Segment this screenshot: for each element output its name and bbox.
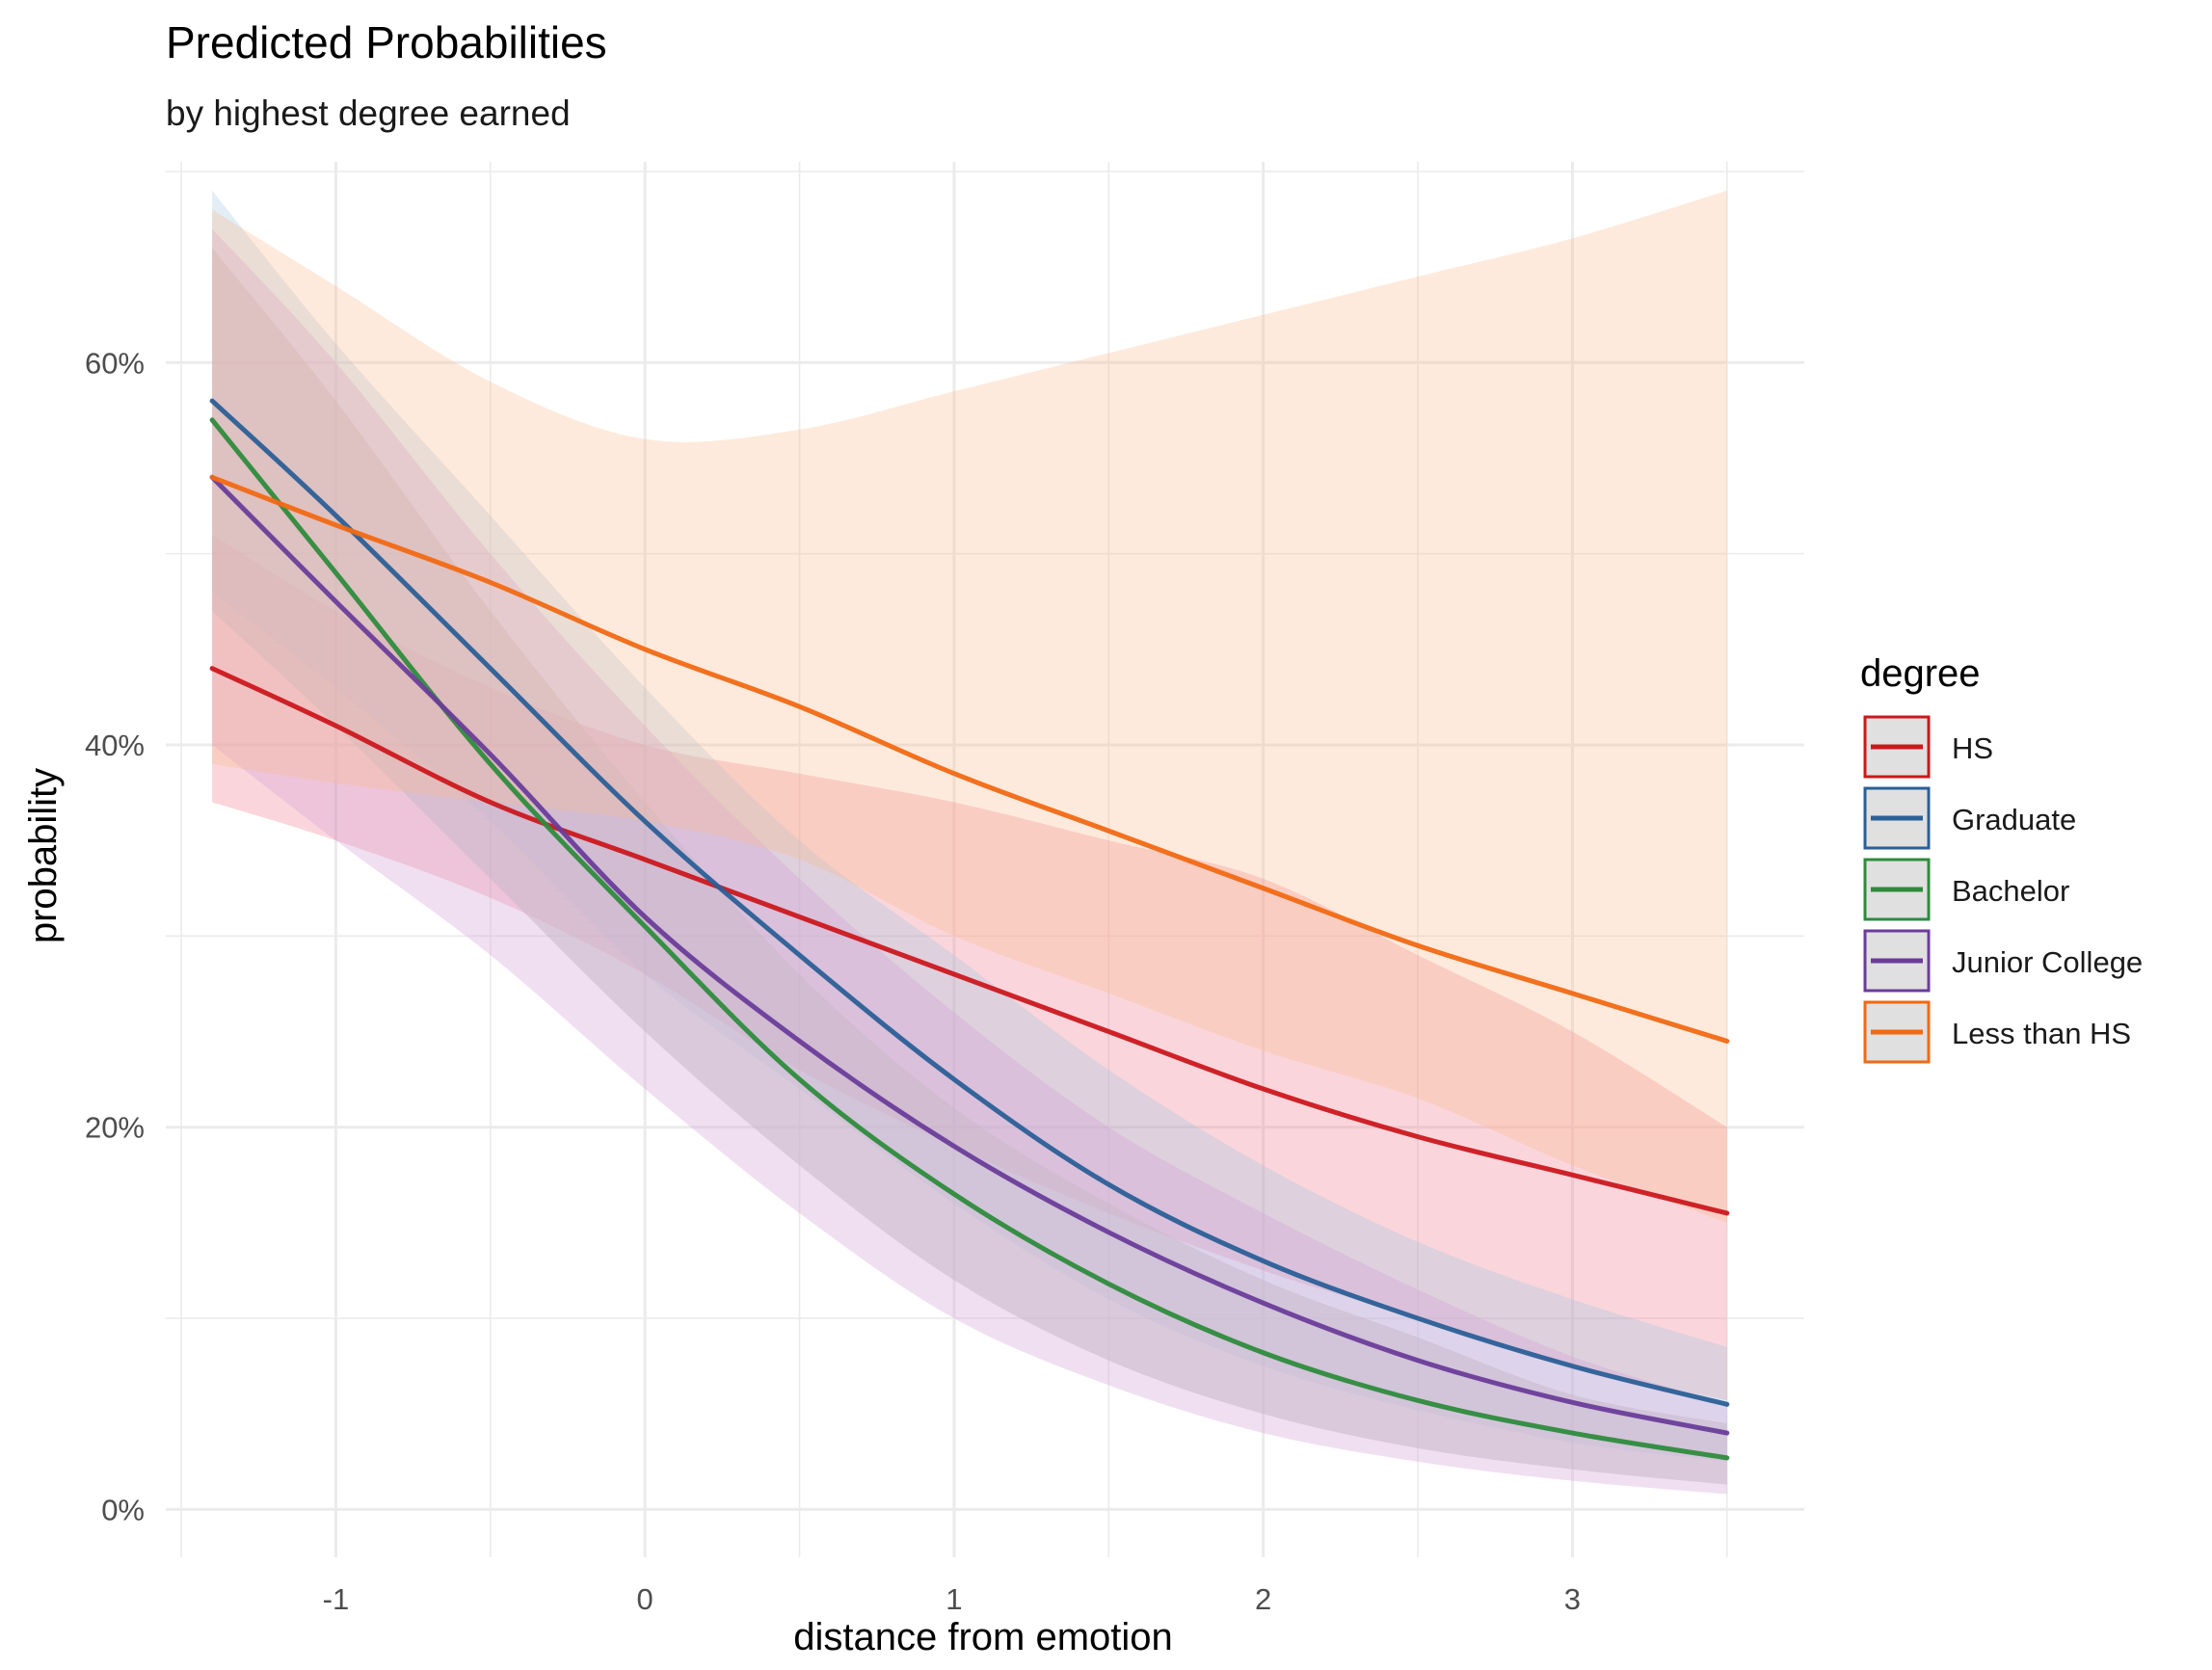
- line-graduate: [209, 398, 1730, 1407]
- plot-grid: [166, 162, 1804, 1557]
- legend-key-bachelor: Bachelor: [1863, 858, 2069, 921]
- y-axis-title: probability: [22, 768, 65, 943]
- legend-key-less-than-hs: Less than HS: [1863, 1000, 2131, 1064]
- chart-title: Predicted Probabilities: [166, 17, 607, 67]
- legend-title: degree: [1860, 652, 1981, 695]
- y-tick-label: 60%: [85, 346, 145, 380]
- legend-key-junior-college: Junior College: [1863, 929, 2143, 993]
- chart-subtitle: by highest degree earned: [166, 93, 571, 133]
- line-hs: [209, 666, 1730, 1216]
- x-axis-tick-labels: -1 0 1 2 3: [323, 1582, 1581, 1616]
- confidence-ribbons: [212, 190, 1727, 1495]
- y-tick-label: 0%: [101, 1493, 145, 1526]
- legend: degree HS Graduate Bachelor Junior College L…: [1860, 652, 2143, 1064]
- line-less-than-hs: [209, 474, 1730, 1044]
- line-junior-college: [209, 474, 1730, 1436]
- x-tick-label: 2: [1255, 1582, 1271, 1616]
- x-tick-label: 1: [946, 1582, 962, 1616]
- series-lines: [209, 398, 1730, 1461]
- y-tick-label: 40%: [85, 729, 145, 762]
- x-tick-label: -1: [323, 1582, 350, 1616]
- line-bachelor: [209, 417, 1730, 1461]
- legend-label: Junior College: [1952, 945, 2143, 979]
- y-tick-label: 20%: [85, 1111, 145, 1145]
- x-tick-label: 0: [637, 1582, 653, 1616]
- ribbon-less-than-hs: [212, 190, 1727, 1223]
- legend-key-hs: HS: [1863, 715, 1993, 779]
- legend-label: HS: [1952, 731, 1993, 765]
- y-axis-tick-labels: 0% 20% 40% 60%: [85, 346, 145, 1526]
- x-axis-title: distance from emotion: [793, 1616, 1173, 1658]
- x-tick-label: 3: [1564, 1582, 1581, 1616]
- legend-label: Less than HS: [1952, 1017, 2131, 1050]
- legend-key-graduate: Graduate: [1863, 786, 2076, 850]
- ribbon-bachelor: [212, 248, 1727, 1485]
- legend-label: Graduate: [1952, 803, 2076, 836]
- legend-label: Bachelor: [1952, 874, 2069, 908]
